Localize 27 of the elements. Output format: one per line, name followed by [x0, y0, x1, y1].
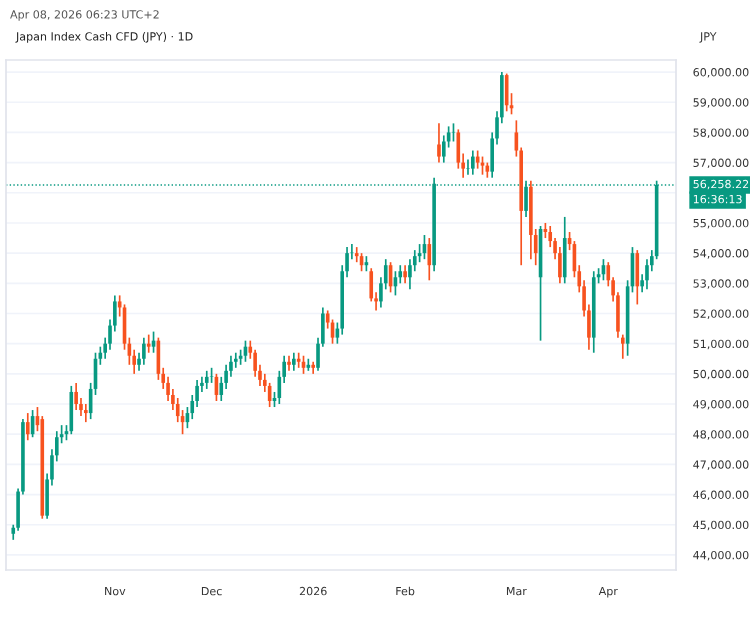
candlestick [253, 348, 257, 378]
candlestick [292, 351, 296, 372]
candlestick [427, 237, 432, 282]
candlestick [466, 158, 470, 176]
candlestick [142, 336, 146, 366]
candlestick [437, 122, 441, 164]
candlestick [166, 376, 170, 402]
candlestick [146, 333, 151, 354]
candlestick [84, 403, 88, 423]
candlestick [369, 267, 374, 303]
candlestick [645, 258, 649, 291]
candlestick [558, 246, 562, 285]
candlestick [441, 134, 446, 164]
candlestick [635, 249, 640, 306]
candlestick [403, 264, 407, 285]
candlestick [69, 385, 74, 436]
candlestick [471, 149, 475, 176]
candlestick [408, 258, 412, 291]
candlestick [354, 246, 359, 264]
candlestick [233, 351, 238, 369]
candlestick [562, 216, 567, 285]
candlestick [456, 128, 461, 170]
candlestick [287, 354, 291, 372]
candlestick [311, 360, 315, 375]
candlestick [74, 382, 78, 411]
candlestick [25, 412, 30, 442]
candlestick [204, 369, 209, 390]
